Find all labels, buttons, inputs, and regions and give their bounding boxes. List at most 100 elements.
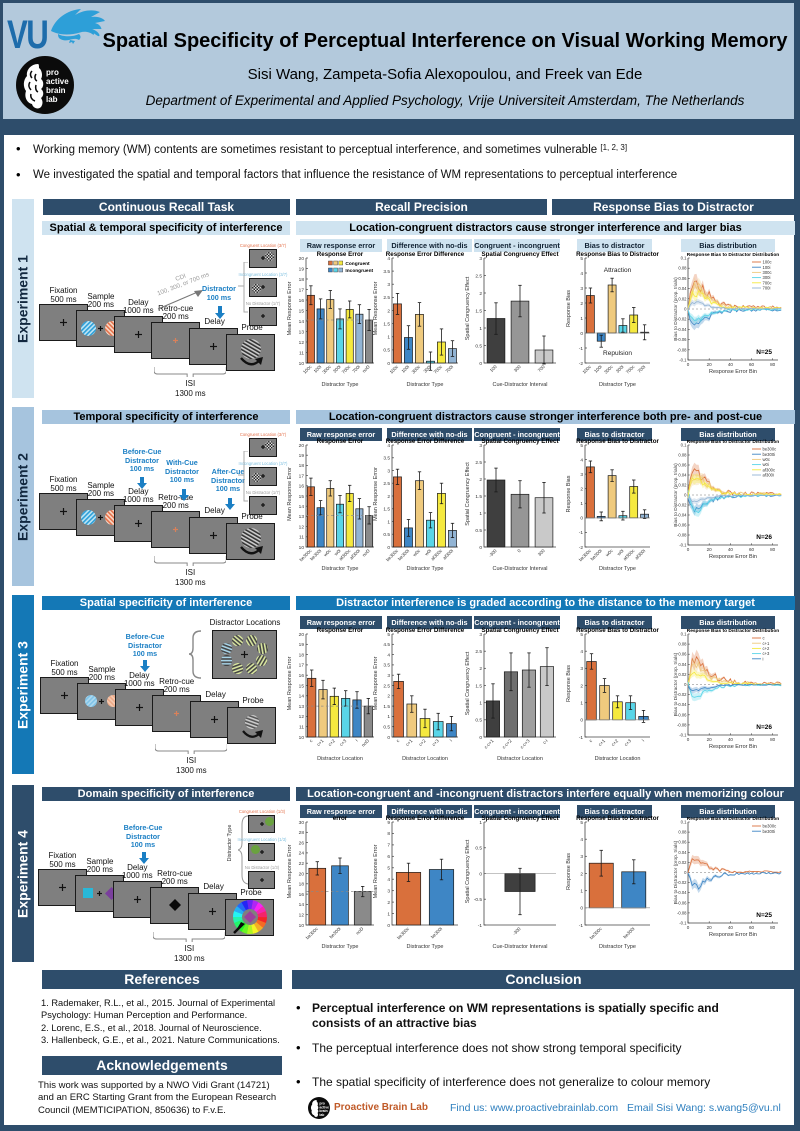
svg-text:-0.04: -0.04: [677, 327, 687, 332]
svg-text:Response Bias: Response Bias: [566, 475, 572, 512]
svg-text:700i: 700i: [763, 286, 771, 291]
svg-text:Distractor Type: Distractor Type: [407, 382, 444, 388]
svg-text:80: 80: [770, 547, 776, 552]
svg-text:3: 3: [479, 443, 482, 449]
svg-text:Response Bias to Distractor Di: Response Bias to Distractor Distribution: [687, 628, 780, 634]
svg-text:c: c: [588, 738, 594, 744]
svg-text:16: 16: [299, 673, 305, 679]
svg-text:0: 0: [479, 735, 482, 741]
svg-text:0.06: 0.06: [678, 840, 687, 845]
svg-text:100c: 100c: [763, 260, 772, 265]
svg-text:i: i: [354, 738, 358, 742]
svg-text:pro: pro: [319, 1102, 325, 1106]
svg-text:Bias to Distractor (prop. tria: Bias to Distractor (prop. trials): [673, 463, 679, 527]
svg-text:16: 16: [299, 892, 305, 898]
svg-text:0: 0: [684, 307, 687, 312]
svg-text:Response Bias to Distractor: Response Bias to Distractor: [576, 627, 659, 634]
svg-text:700c: 700c: [625, 364, 636, 375]
svg-text:40: 40: [728, 737, 734, 742]
svg-text:1.5: 1.5: [475, 308, 482, 314]
svg-text:Response Error Difference: Response Error Difference: [386, 627, 465, 634]
svg-text:700: 700: [537, 364, 546, 373]
svg-text:-0.06: -0.06: [677, 712, 687, 717]
svg-text:Bias to Distractor (prop. tria: Bias to Distractor (prop. trials): [673, 840, 679, 904]
svg-text:-1: -1: [579, 530, 584, 536]
svg-text:N=25: N=25: [756, 912, 772, 919]
svg-text:20: 20: [299, 871, 305, 877]
svg-text:100i: 100i: [763, 265, 771, 270]
svg-text:0.08: 0.08: [678, 453, 687, 458]
svg-text:2: 2: [580, 487, 583, 493]
svg-text:100i: 100i: [593, 364, 603, 374]
svg-text:af300c: af300c: [430, 548, 444, 562]
svg-text:1: 1: [387, 335, 390, 341]
svg-text:0.02: 0.02: [678, 860, 687, 865]
svg-text:Spatial Congruency Effect: Spatial Congruency Effect: [465, 462, 471, 526]
svg-text:10: 10: [299, 735, 305, 741]
svg-text:w0c: w0c: [763, 457, 770, 462]
svg-text:0: 0: [387, 361, 390, 367]
svg-text:0: 0: [479, 545, 482, 551]
svg-text:3: 3: [479, 632, 482, 638]
svg-text:18: 18: [299, 882, 305, 888]
svg-text:0.5: 0.5: [475, 718, 482, 724]
svg-text:-1: -1: [579, 735, 584, 741]
svg-text:3: 3: [580, 286, 583, 292]
svg-text:10: 10: [299, 361, 305, 367]
svg-text:Response Error Bin: Response Error Bin: [709, 554, 757, 560]
svg-text:0.1: 0.1: [681, 820, 687, 825]
svg-text:i: i: [449, 738, 453, 742]
svg-text:-0.1: -0.1: [679, 358, 687, 363]
svg-text:Response Error Bin: Response Error Bin: [709, 744, 757, 750]
svg-text:-0.02: -0.02: [677, 317, 687, 322]
svg-text:4: 4: [580, 271, 583, 277]
svg-text:Spatial Congruency Effect: Spatial Congruency Effect: [465, 276, 471, 340]
svg-text:1: 1: [387, 519, 390, 525]
svg-text:active: active: [46, 77, 69, 86]
svg-text:2: 2: [580, 683, 583, 689]
svg-text:0.06: 0.06: [678, 463, 687, 468]
svg-text:-300: -300: [512, 926, 522, 936]
svg-text:300c: 300c: [321, 364, 332, 375]
svg-text:Response Bias to Distractor Di: Response Bias to Distractor Distribution: [687, 439, 780, 445]
svg-text:Mean Response Error: Mean Response Error: [287, 844, 293, 898]
svg-text:100c: 100c: [389, 364, 400, 375]
svg-text:-0.04: -0.04: [677, 513, 687, 518]
svg-text:be300c: be300c: [396, 926, 411, 941]
svg-text:30: 30: [299, 820, 305, 826]
svg-text:Attraction: Attraction: [604, 267, 632, 274]
svg-text:5: 5: [580, 256, 583, 262]
svg-text:3: 3: [479, 256, 482, 262]
svg-text:5: 5: [580, 632, 583, 638]
svg-text:noD: noD: [361, 738, 371, 748]
svg-text:2: 2: [479, 666, 482, 672]
svg-text:1.5: 1.5: [475, 683, 482, 689]
svg-text:c+3: c+3: [431, 738, 440, 747]
svg-text:-0.5: -0.5: [474, 897, 483, 903]
svg-text:60: 60: [749, 547, 755, 552]
svg-text:1.5: 1.5: [383, 704, 390, 710]
svg-text:brain: brain: [319, 1109, 327, 1113]
svg-text:c: c: [395, 738, 401, 744]
svg-text:-2: -2: [579, 361, 584, 367]
svg-text:1: 1: [580, 889, 583, 895]
svg-text:40: 40: [728, 362, 734, 367]
svg-text:-0.08: -0.08: [677, 910, 687, 915]
svg-text:20: 20: [299, 443, 305, 449]
svg-text:lab: lab: [319, 1113, 324, 1117]
svg-text:22: 22: [299, 861, 305, 867]
svg-text:Response Error Bin: Response Error Bin: [709, 369, 757, 375]
svg-text:5: 5: [387, 632, 390, 638]
svg-text:0.02: 0.02: [678, 296, 687, 301]
svg-text:Mean Response Error: Mean Response Error: [287, 656, 293, 710]
svg-text:be300c: be300c: [763, 447, 777, 452]
svg-text:0: 0: [687, 737, 690, 742]
svg-text:Response Error Difference: Response Error Difference: [386, 251, 465, 258]
svg-text:2.5: 2.5: [475, 273, 482, 279]
svg-text:N=26: N=26: [756, 534, 772, 541]
svg-text:20: 20: [299, 256, 305, 262]
svg-text:1: 1: [387, 714, 390, 720]
svg-text:Distractor Type: Distractor Type: [322, 566, 359, 572]
svg-text:0: 0: [684, 682, 687, 687]
svg-text:-0.1: -0.1: [679, 921, 687, 926]
